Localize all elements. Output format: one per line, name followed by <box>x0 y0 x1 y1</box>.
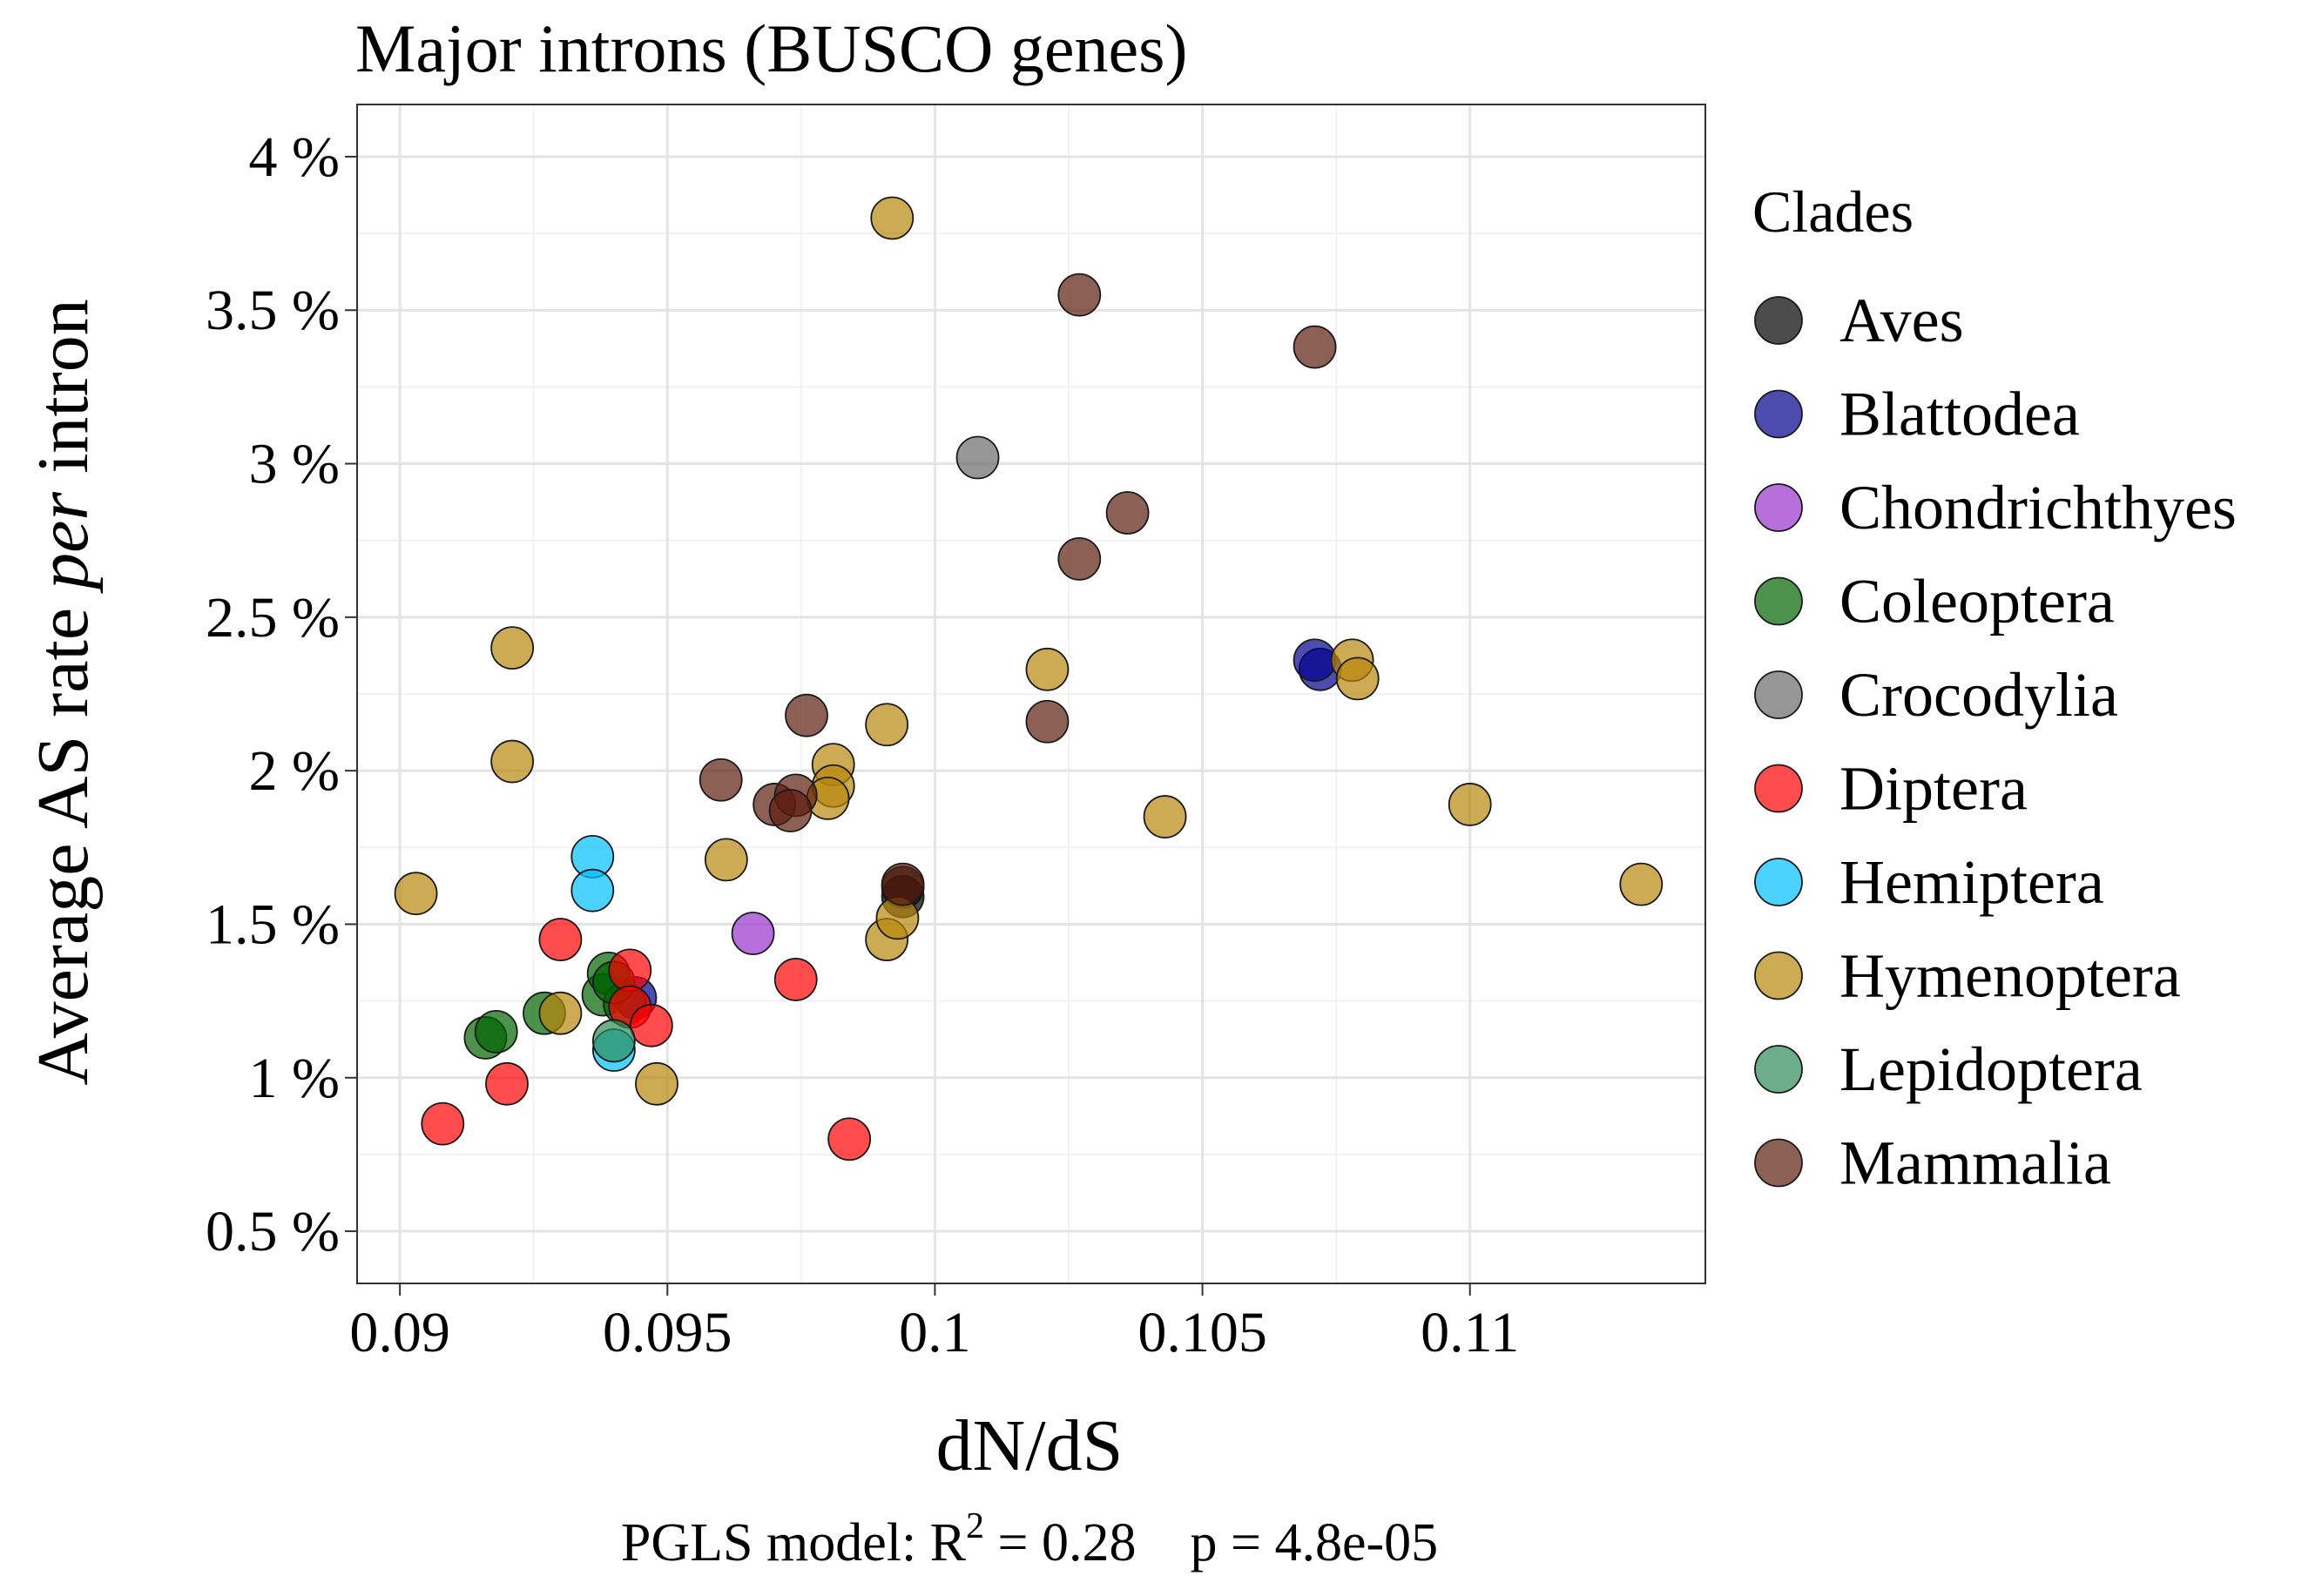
y-axis-title: Average AS rate per intron <box>23 299 104 1086</box>
legend-label-hymenoptera: Hymenoptera <box>1839 941 2181 1011</box>
data-point-hemiptera <box>570 868 615 912</box>
legend-label-lepidoptera: Lepidoptera <box>1839 1034 2143 1104</box>
legend-title: Clades <box>1752 178 1914 245</box>
data-point-hymenoptera <box>704 838 748 882</box>
y-tick-label: 1 % <box>249 1047 340 1110</box>
plot-grid <box>357 104 1705 1283</box>
x-tick-label: 0.09 <box>349 1301 450 1364</box>
legend-label-crocodylia: Crocodylia <box>1839 660 2118 730</box>
data-point-coleoptera <box>474 1009 518 1054</box>
legend-key-crocodylia <box>1754 670 1803 719</box>
y-tick-label: 3 % <box>249 433 340 496</box>
data-point-diptera <box>421 1101 465 1146</box>
caption-end: = 0.28 p = 4.8e-05 <box>984 1513 1438 1572</box>
chart-title: Major introns (BUSCO genes) <box>355 10 1187 86</box>
data-point-mammalia <box>881 862 925 906</box>
y-tick-label: 4 % <box>249 125 340 189</box>
data-point-diptera <box>773 958 818 1001</box>
data-point-mammalia <box>699 758 743 802</box>
x-tick-label: 0.095 <box>603 1301 732 1364</box>
x-axis-title: dN/dS <box>936 1405 1124 1486</box>
data-point-hymenoptera <box>1448 783 1492 826</box>
caption-start: PGLS model: R <box>621 1513 967 1572</box>
legend-key-lepidoptera <box>1754 1045 1803 1094</box>
legend-label-chondrichthyes: Chondrichthyes <box>1839 473 2237 542</box>
data-point-hymenoptera <box>1143 795 1187 838</box>
y-axis-title-start: Average AS rate <box>23 589 104 1086</box>
x-tick-label: 0.11 <box>1421 1301 1519 1364</box>
x-tick-label: 0.1 <box>899 1301 971 1364</box>
data-point-hymenoptera <box>490 739 535 784</box>
legend-label-diptera: Diptera <box>1839 754 2028 824</box>
legend-key-coleoptera <box>1754 576 1803 626</box>
pgls-caption: PGLS model: R2 = 0.28 p = 4.8e-05 <box>621 1506 1438 1572</box>
legend-key-chondrichthyes <box>1754 483 1803 532</box>
data-point-mammalia <box>1293 325 1337 369</box>
data-point-diptera <box>538 918 583 961</box>
data-point-mammalia <box>768 789 813 832</box>
data-point-hymenoptera <box>1619 862 1664 906</box>
data-point-mammalia <box>1057 273 1102 317</box>
data-point-hymenoptera <box>1025 647 1070 691</box>
caption-superscript: 2 <box>966 1506 984 1546</box>
data-point-chondrichthyes <box>731 912 775 955</box>
legend-key-diptera <box>1754 764 1803 813</box>
data-point-hymenoptera <box>870 196 915 240</box>
data-point-hymenoptera <box>1335 657 1380 701</box>
data-point-hymenoptera <box>538 991 583 1035</box>
y-tick-label: 3.5 % <box>206 279 340 342</box>
legend: Clades Aves Blattodea Chondrichthyes Coleop… <box>1752 178 2237 1198</box>
data-point-blattodea <box>1293 638 1337 683</box>
legend-label-aves: Aves <box>1839 286 1964 355</box>
legend-key-aves <box>1754 296 1803 345</box>
legend-label-coleoptera: Coleoptera <box>1839 567 2115 636</box>
data-point-hymenoptera <box>865 703 909 747</box>
data-point-mammalia <box>1105 491 1150 535</box>
plot-border <box>356 104 1706 1284</box>
legend-key-hemiptera <box>1754 858 1803 906</box>
data-point-lepidoptera <box>591 1019 636 1063</box>
x-tick-label: 0.105 <box>1137 1301 1267 1364</box>
legend-label-mammalia: Mammalia <box>1839 1128 2111 1198</box>
data-point-diptera <box>827 1117 872 1162</box>
legend-key-mammalia <box>1754 1138 1803 1188</box>
data-point-mammalia <box>785 693 828 737</box>
y-tick-label: 2.5 % <box>206 586 340 650</box>
legend-key-hymenoptera <box>1754 951 1803 1000</box>
y-axis: 0.5 % 1 % 1.5 % 2 % 2.5 % 3 % 3.5 % 4 % <box>206 125 357 1263</box>
y-tick-label: 2 % <box>249 739 340 803</box>
data-point-mammalia <box>1057 536 1102 581</box>
data-point-mammalia <box>1025 699 1070 744</box>
data-point-crocodylia <box>955 435 1000 480</box>
y-axis-title-italic: per <box>23 492 104 594</box>
y-axis-title-end: intron <box>23 299 104 492</box>
data-point-hymenoptera <box>490 626 535 670</box>
legend-items: Aves Blattodea Chondrichthyes Coleoptera Cro… <box>1754 286 2237 1198</box>
legend-label-blattodea: Blattodea <box>1839 380 2080 449</box>
data-point-diptera <box>629 1003 673 1047</box>
data-point-hymenoptera <box>394 872 438 916</box>
data-points <box>394 196 1664 1162</box>
data-point-diptera <box>608 948 652 993</box>
legend-key-blattodea <box>1754 389 1803 439</box>
data-point-diptera <box>485 1061 529 1106</box>
x-axis: 0.09 0.095 0.1 0.105 0.11 <box>349 1283 1519 1364</box>
y-tick-label: 1.5 % <box>206 892 340 956</box>
legend-label-hemiptera: Hemiptera <box>1839 847 2104 917</box>
data-point-hymenoptera <box>635 1061 678 1106</box>
y-tick-label: 0.5 % <box>206 1200 340 1263</box>
